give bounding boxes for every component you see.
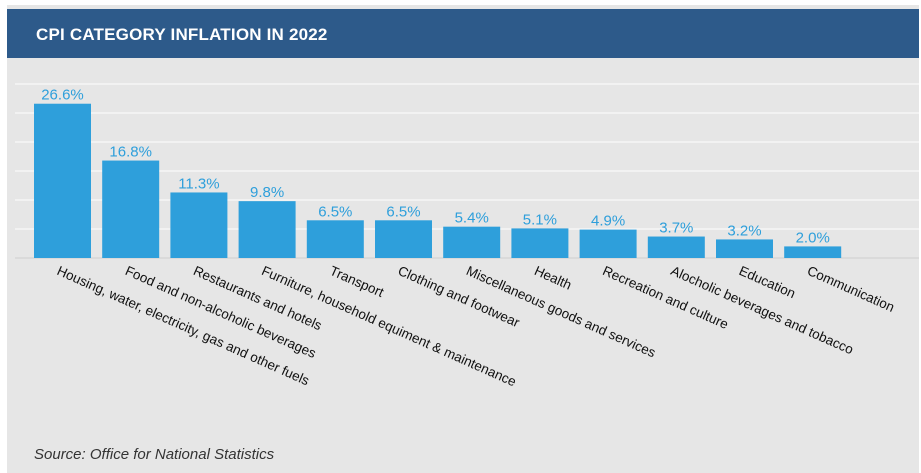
data-label: 3.2% xyxy=(727,222,761,239)
category-tick-label: Communication xyxy=(805,263,897,315)
data-label: 16.8% xyxy=(109,144,152,161)
data-label: 9.8% xyxy=(250,184,284,201)
bar xyxy=(647,236,705,258)
bar xyxy=(784,246,842,258)
category-tick-label: Health xyxy=(532,263,574,293)
bar xyxy=(170,192,228,258)
data-label: 11.3% xyxy=(178,175,219,192)
data-label: 3.7% xyxy=(659,220,693,237)
data-label: 2.0% xyxy=(796,229,830,246)
data-label: 5.4% xyxy=(455,210,489,227)
bar xyxy=(579,229,637,258)
chart-panel: CPI CATEGORY INFLATION IN 2022 26.6% Hous… xyxy=(7,5,919,473)
category-tick-label: Clothing and footwear xyxy=(396,263,523,330)
data-label: 4.9% xyxy=(591,213,625,230)
bar xyxy=(511,228,569,258)
category-tick-label: Recreation and culture xyxy=(600,263,730,332)
bar xyxy=(306,220,364,258)
bar xyxy=(102,160,160,258)
data-label: 6.5% xyxy=(318,203,352,220)
data-label: 6.5% xyxy=(386,203,420,220)
bar xyxy=(716,239,773,258)
source-note: Source: Office for National Statistics xyxy=(34,446,275,463)
data-label: 5.1% xyxy=(523,211,557,228)
bar xyxy=(443,226,501,258)
bar xyxy=(375,220,432,258)
data-label: 26.6% xyxy=(41,87,84,104)
bar-chart: 26.6%Housing, water, electricity, gas an… xyxy=(15,83,919,389)
bar xyxy=(238,201,296,258)
bar xyxy=(34,103,91,258)
chart-header: CPI CATEGORY INFLATION IN 2022 xyxy=(7,9,919,58)
chart-title: CPI CATEGORY INFLATION IN 2022 xyxy=(36,25,328,44)
